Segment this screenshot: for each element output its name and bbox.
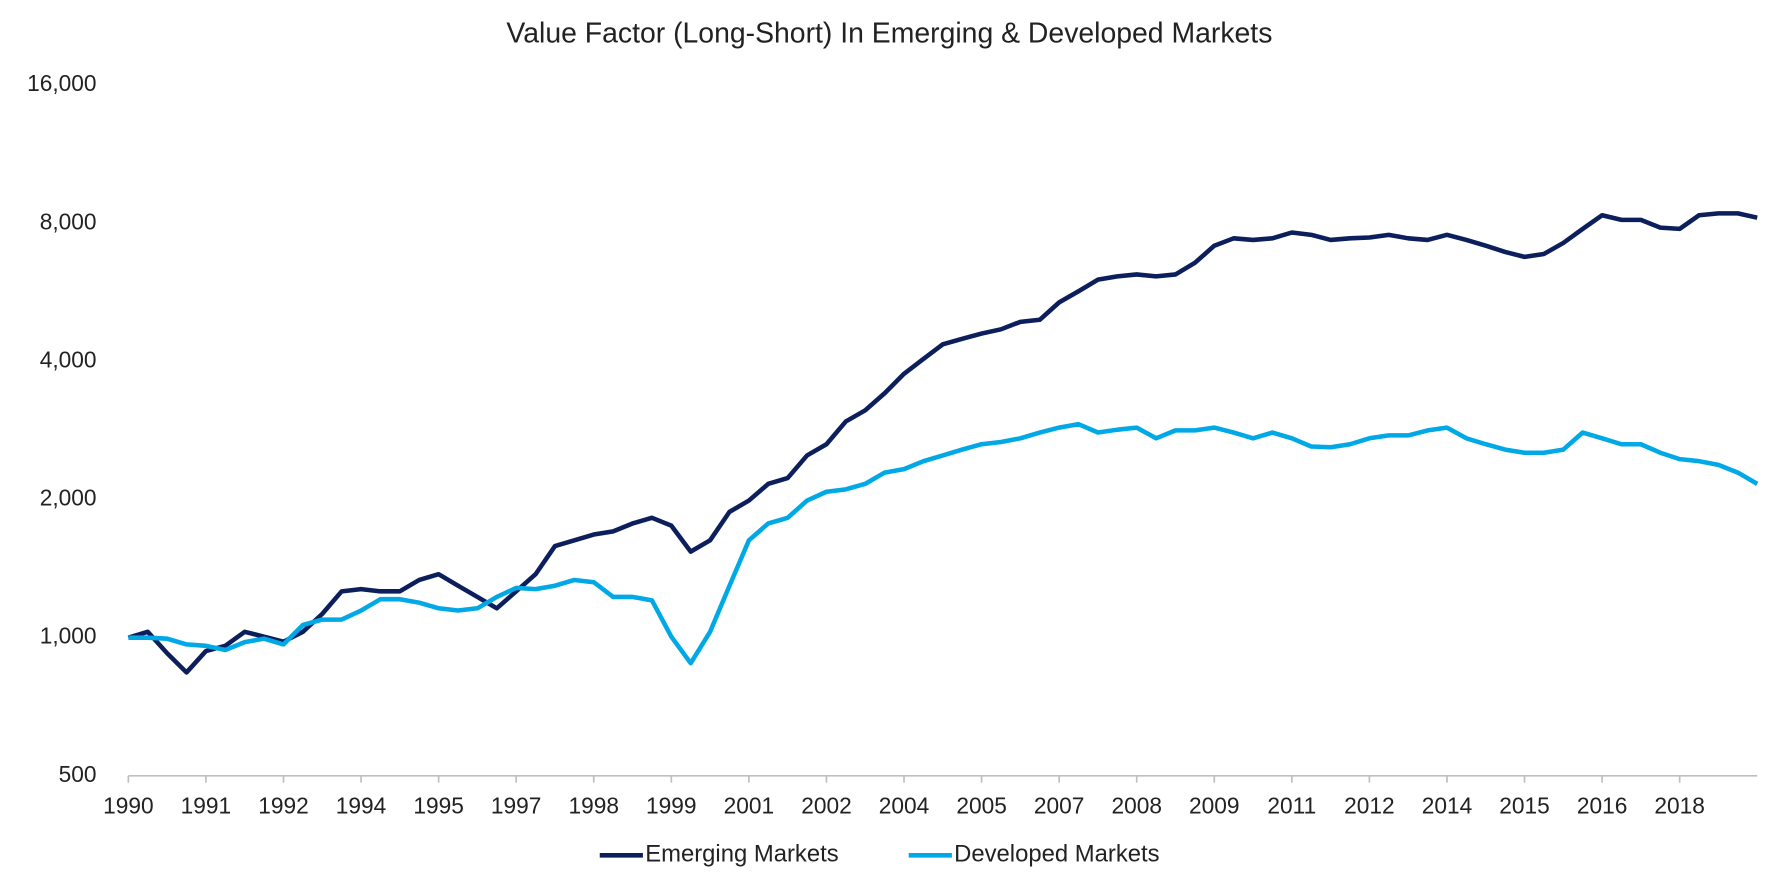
x-tick-label: 2015 xyxy=(1499,793,1550,819)
x-tick-label: 1999 xyxy=(646,793,697,819)
x-tick-label: 1992 xyxy=(258,793,309,819)
y-tick-label: 2,000 xyxy=(40,485,97,511)
x-tick-label: 1995 xyxy=(413,793,464,819)
x-tick-label: 2009 xyxy=(1189,793,1240,819)
x-tick-label: 2016 xyxy=(1577,793,1628,819)
x-tick-label: 2002 xyxy=(801,793,852,819)
x-tick-label: 2018 xyxy=(1654,793,1705,819)
y-tick-label: 500 xyxy=(59,761,97,787)
x-tick-label: 1997 xyxy=(491,793,542,819)
y-tick-label: 8,000 xyxy=(40,208,97,234)
x-tick-label: 1990 xyxy=(103,793,154,819)
x-tick-label: 2005 xyxy=(956,793,1007,819)
y-tick-label: 16,000 xyxy=(27,70,96,96)
x-tick-label: 1991 xyxy=(181,793,232,819)
x-tick-label: 2014 xyxy=(1422,793,1473,819)
x-tick-label: 2011 xyxy=(1267,793,1316,819)
x-tick-label: 2007 xyxy=(1034,793,1085,819)
x-tick-label: 1998 xyxy=(568,793,619,819)
x-tick-label: 1994 xyxy=(336,793,387,819)
x-tick-label: 2001 xyxy=(724,793,775,819)
chart-title: Value Factor (Long-Short) In Emerging & … xyxy=(506,18,1272,50)
y-tick-label: 4,000 xyxy=(40,346,97,372)
x-tick-label: 2008 xyxy=(1111,793,1162,819)
line-series xyxy=(127,211,1758,675)
y-tick-label: 1,000 xyxy=(40,623,97,649)
x-tick-label: 2012 xyxy=(1344,793,1395,819)
legend-label: Emerging Markets xyxy=(645,841,839,868)
line-series xyxy=(128,421,1759,666)
legend-label: Developed Markets xyxy=(954,841,1159,868)
x-tick-label: 2004 xyxy=(879,793,930,819)
